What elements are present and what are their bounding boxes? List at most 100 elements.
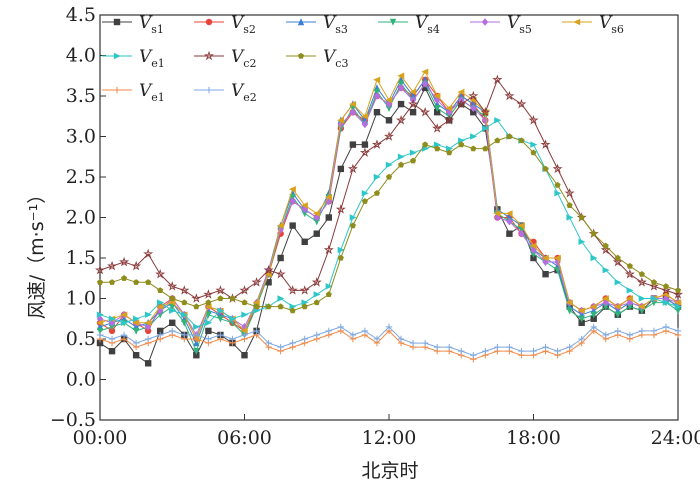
data-point bbox=[624, 268, 635, 279]
data-point bbox=[409, 149, 417, 156]
y-tick-label: −0.5 bbox=[50, 409, 96, 431]
x-tick-label: 18:00 bbox=[506, 427, 561, 449]
data-point bbox=[288, 185, 296, 193]
data-point bbox=[470, 352, 477, 359]
legend-label: Ve1 bbox=[139, 81, 165, 104]
data-point bbox=[421, 68, 429, 75]
data-point bbox=[144, 311, 152, 318]
series-Vc3-8 bbox=[96, 133, 682, 314]
legend-label: Ve2 bbox=[231, 81, 257, 104]
data-point bbox=[229, 335, 236, 343]
data-point bbox=[181, 319, 188, 327]
data-point bbox=[132, 339, 140, 347]
data-point bbox=[313, 230, 320, 237]
y-tick-label: 4.0 bbox=[66, 45, 96, 67]
legend-label: Vs4 bbox=[415, 13, 440, 36]
data-point bbox=[373, 190, 381, 196]
data-point bbox=[229, 295, 236, 302]
data-point bbox=[144, 360, 152, 367]
data-point bbox=[541, 254, 549, 262]
legend-item-Vs2-1: Vs2 bbox=[194, 13, 256, 36]
legend-marker bbox=[113, 52, 121, 60]
data-point bbox=[277, 303, 284, 310]
data-point bbox=[554, 347, 561, 355]
legend-label-main: V bbox=[231, 47, 245, 67]
data-point bbox=[602, 331, 609, 339]
data-point bbox=[361, 327, 369, 335]
data-point bbox=[337, 125, 345, 133]
data-point bbox=[518, 229, 525, 238]
data-point bbox=[674, 287, 682, 293]
data-point bbox=[169, 295, 176, 302]
data-point bbox=[337, 246, 345, 254]
y-tick-label: 0.5 bbox=[66, 328, 96, 350]
series-line bbox=[100, 135, 679, 312]
data-point bbox=[577, 307, 585, 314]
data-point bbox=[265, 279, 272, 286]
data-point bbox=[120, 331, 128, 339]
data-point bbox=[325, 291, 332, 298]
data-point bbox=[311, 277, 322, 287]
data-point bbox=[506, 343, 513, 351]
data-point bbox=[169, 327, 176, 335]
data-point bbox=[385, 96, 393, 104]
data-point bbox=[108, 347, 116, 355]
legend-item-Vs1-0: Vs1 bbox=[102, 13, 164, 36]
legend-item-Vc3-8: Vc3 bbox=[286, 47, 348, 70]
data-point bbox=[494, 137, 501, 144]
data-point bbox=[144, 323, 152, 331]
legend-label-main: V bbox=[231, 81, 245, 101]
data-point bbox=[169, 303, 176, 311]
data-point bbox=[504, 90, 515, 101]
data-point bbox=[108, 323, 116, 331]
data-point bbox=[132, 352, 140, 359]
data-point bbox=[217, 295, 224, 302]
legend-marker bbox=[573, 18, 581, 26]
data-point bbox=[299, 285, 310, 295]
legend-label-main: V bbox=[139, 13, 153, 33]
data-point bbox=[446, 145, 454, 152]
data-point bbox=[277, 254, 284, 262]
data-point bbox=[458, 141, 465, 148]
data-point bbox=[301, 335, 308, 343]
y-tick-label: 1.0 bbox=[66, 288, 96, 310]
data-point bbox=[359, 147, 370, 157]
legend-item-Vs3-2: Vs3 bbox=[286, 13, 348, 36]
data-point bbox=[590, 323, 597, 331]
data-point bbox=[155, 268, 166, 279]
data-point bbox=[518, 347, 525, 355]
data-point bbox=[157, 299, 165, 306]
data-point bbox=[397, 100, 405, 108]
data-point bbox=[458, 137, 466, 144]
series-group bbox=[94, 68, 684, 367]
data-point bbox=[325, 327, 332, 335]
data-point bbox=[349, 214, 357, 221]
data-point bbox=[590, 311, 597, 319]
legend-marker bbox=[203, 50, 215, 61]
data-point bbox=[205, 311, 212, 319]
data-point bbox=[349, 331, 357, 339]
data-point bbox=[470, 109, 477, 116]
y-tick-label: 3.5 bbox=[66, 85, 96, 107]
data-point bbox=[421, 339, 429, 347]
data-point bbox=[397, 335, 405, 343]
legend-label-sub: e1 bbox=[151, 57, 165, 70]
data-point bbox=[626, 303, 634, 311]
legend-label: Vs5 bbox=[507, 13, 532, 36]
data-point bbox=[325, 283, 333, 290]
legend-label-sub: e2 bbox=[243, 91, 257, 104]
data-point bbox=[143, 248, 154, 259]
x-tick-label: 06:00 bbox=[217, 427, 272, 449]
axes: −0.5 0.0 0.5 1.0 1.5 2.0 2.5 3.0 3.5 4.0 4.5 00:00 0… bbox=[50, 4, 700, 449]
data-point bbox=[493, 210, 501, 217]
data-point bbox=[409, 88, 417, 96]
data-point bbox=[373, 173, 381, 181]
legend-label-sub: s1 bbox=[151, 23, 164, 36]
legend-marker bbox=[297, 52, 305, 59]
data-point bbox=[301, 303, 308, 310]
series-Ve2-10 bbox=[96, 323, 682, 359]
data-point bbox=[383, 131, 395, 141]
data-point bbox=[241, 352, 248, 359]
y-axis-title: 风速/（m·s⁻¹） bbox=[26, 185, 48, 320]
data-point bbox=[638, 303, 646, 310]
